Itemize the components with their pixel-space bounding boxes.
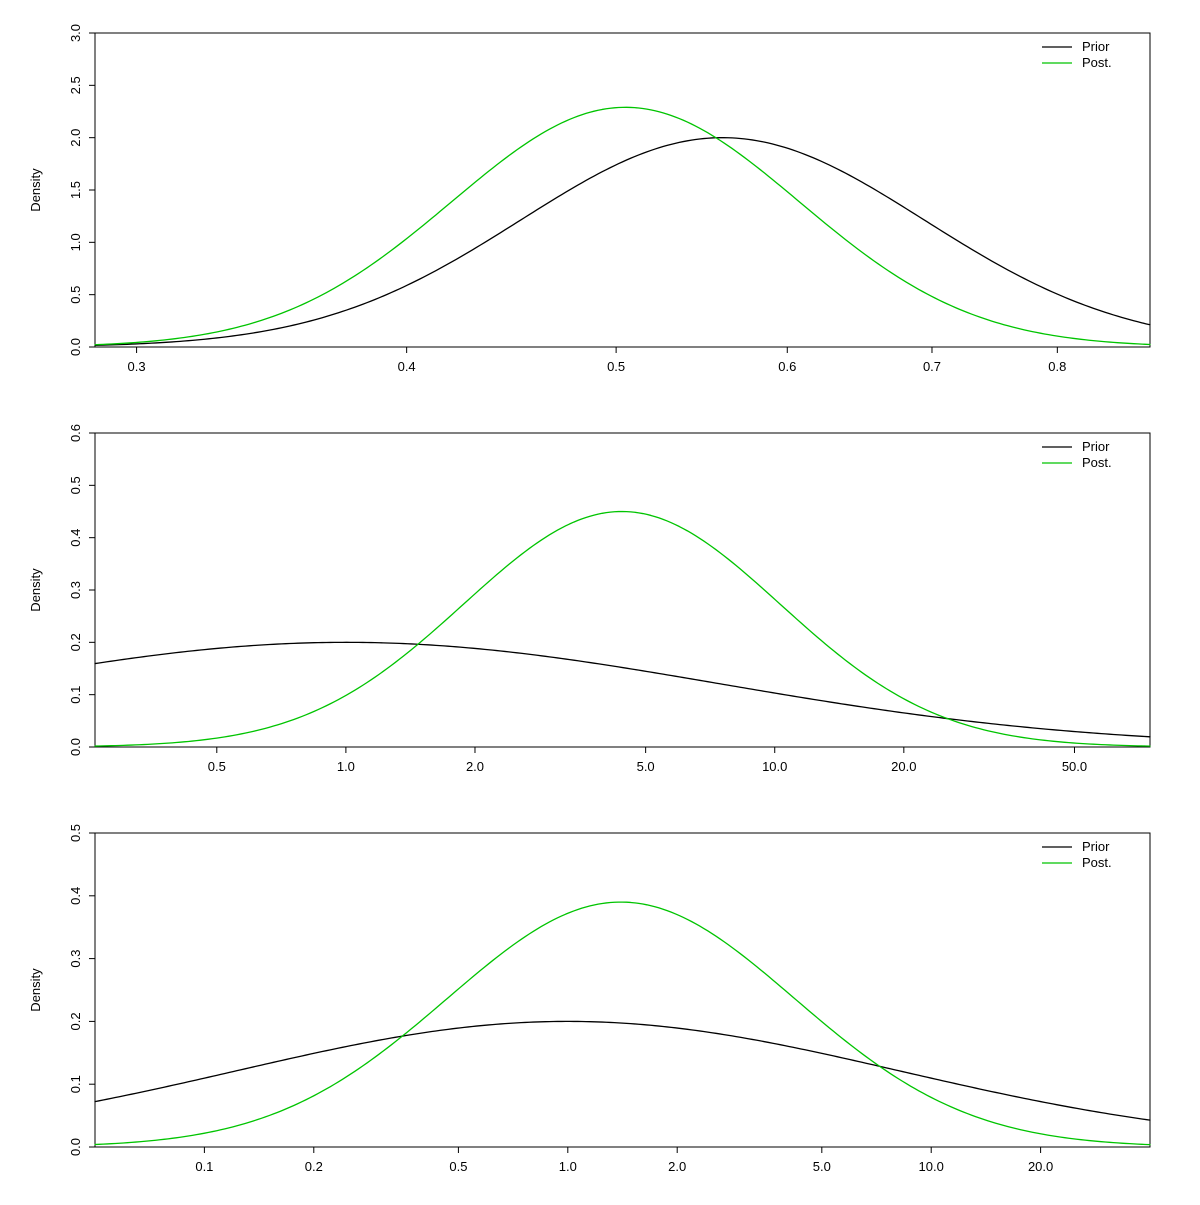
plot-box — [94, 832, 1151, 1148]
x-tick-label: 0.6 — [778, 359, 796, 374]
x-tick-label: 0.7 — [923, 359, 941, 374]
plot-box — [94, 32, 1151, 348]
posterior-curve — [94, 106, 1151, 346]
y-axis-label: Density — [28, 968, 43, 1012]
x-tick-label: 10.0 — [762, 759, 787, 774]
x-tick-label: 2.0 — [466, 759, 484, 774]
y-tick-label: 0.1 — [68, 1075, 83, 1093]
y-tick-label: 0.0 — [68, 738, 83, 756]
legend-label-posterior: Post. — [1082, 55, 1112, 70]
y-tick-label: 0.6 — [68, 424, 83, 442]
x-tick-label: 0.5 — [607, 359, 625, 374]
y-tick-label: 0.0 — [68, 338, 83, 356]
legend-label-posterior: Post. — [1082, 855, 1112, 870]
y-tick-label: 2.0 — [68, 129, 83, 147]
chart-panel-top: 0.0 0.5 1.0 1.5 2.0 2.5 3.0 0.3 0.4 0.5 0.6 0.7 0.8 D… — [0, 0, 1200, 400]
chart-svg: 0.0 0.5 1.0 1.5 2.0 2.5 3.0 0.3 0.4 0.5 0.6 0.7 0.8 D… — [28, 24, 1151, 374]
chart-svg: 0.0 0.1 0.2 0.3 0.4 0.5 0.6 0.5 1.0 2.0 5.0 10.0 20.… — [28, 424, 1151, 774]
y-tick-label: 0.5 — [68, 286, 83, 304]
x-tick-label: 0.8 — [1048, 359, 1066, 374]
y-tick-label: 0.4 — [68, 529, 83, 547]
x-tick-label: 0.3 — [128, 359, 146, 374]
y-axis-label: Density — [28, 168, 43, 212]
x-tick-label: 10.0 — [919, 1159, 944, 1174]
x-tick-label: 0.2 — [305, 1159, 323, 1174]
y-tick-label: 0.1 — [68, 686, 83, 704]
prior-curve — [94, 641, 1151, 738]
y-tick-label: 3.0 — [68, 24, 83, 42]
x-tick-label: 0.5 — [208, 759, 226, 774]
chart-svg: 0.0 0.1 0.2 0.3 0.4 0.5 0.1 0.2 0.5 1.0 2.0 5.0 10.0… — [28, 824, 1151, 1174]
legend-label-prior: Prior — [1082, 439, 1110, 454]
x-tick-label: 0.1 — [195, 1159, 213, 1174]
y-tick-label: 0.4 — [68, 887, 83, 905]
x-tick-label: 0.5 — [449, 1159, 467, 1174]
posterior-curve — [94, 510, 1151, 747]
legend-label-posterior: Post. — [1082, 455, 1112, 470]
y-tick-label: 1.5 — [68, 181, 83, 199]
prior-curve — [94, 1020, 1151, 1121]
y-tick-label: 0.0 — [68, 1138, 83, 1156]
legend-label-prior: Prior — [1082, 839, 1110, 854]
x-tick-label: 0.4 — [398, 359, 416, 374]
x-tick-label: 5.0 — [637, 759, 655, 774]
x-tick-label: 2.0 — [668, 1159, 686, 1174]
x-tick-label: 50.0 — [1062, 759, 1087, 774]
y-tick-label: 2.5 — [68, 76, 83, 94]
chart-panel-bottom: 0.0 0.1 0.2 0.3 0.4 0.5 0.1 0.2 0.5 1.0 2.0 5.0 10.0… — [0, 800, 1200, 1200]
y-tick-label: 1.0 — [68, 233, 83, 251]
y-tick-label: 0.3 — [68, 950, 83, 968]
x-tick-label: 20.0 — [1028, 1159, 1053, 1174]
posterior-curve — [94, 901, 1151, 1146]
plot-box — [94, 432, 1151, 748]
x-tick-label: 1.0 — [337, 759, 355, 774]
chart-panel-middle: 0.0 0.1 0.2 0.3 0.4 0.5 0.6 0.5 1.0 2.0 5.0 10.0 20.… — [0, 400, 1200, 800]
y-tick-label: 0.5 — [68, 824, 83, 842]
x-tick-label: 5.0 — [813, 1159, 831, 1174]
y-tick-label: 0.5 — [68, 476, 83, 494]
legend-label-prior: Prior — [1082, 39, 1110, 54]
y-tick-label: 0.2 — [68, 1012, 83, 1030]
x-tick-label: 1.0 — [559, 1159, 577, 1174]
prior-curve — [94, 137, 1151, 346]
y-tick-label: 0.2 — [68, 633, 83, 651]
y-axis-label: Density — [28, 568, 43, 612]
x-tick-label: 20.0 — [891, 759, 916, 774]
y-tick-label: 0.3 — [68, 581, 83, 599]
